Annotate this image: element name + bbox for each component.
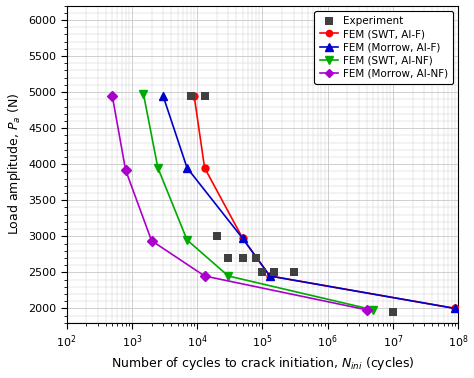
FEM (SWT, AI-NF) [184, 238, 190, 242]
Experiment [187, 93, 195, 99]
Experiment [239, 255, 246, 261]
X-axis label: Number of cycles to crack initiation, $N_{ini}$ (cycles): Number of cycles to crack initiation, $N… [110, 355, 414, 372]
FEM (Morrow, AI-NF) [123, 168, 128, 172]
Y-axis label: Load amplitude, $P_a$ (N): Load amplitude, $P_a$ (N) [6, 93, 23, 235]
Experiment [259, 270, 266, 276]
FEM (SWT, AI-F) [452, 306, 458, 311]
FEM (SWT, AI-NF) [226, 274, 231, 278]
FEM (SWT, AI-NF) [370, 308, 376, 312]
Experiment [225, 255, 232, 261]
Line: FEM (SWT, AI-NF): FEM (SWT, AI-NF) [139, 89, 377, 314]
FEM (Morrow, AI-NF) [149, 239, 155, 243]
FEM (SWT, AI-NF) [155, 166, 161, 170]
FEM (SWT, AI-NF) [141, 91, 146, 96]
Experiment [201, 93, 209, 99]
FEM (Morrow, AI-NF) [202, 274, 208, 278]
Experiment [290, 270, 297, 276]
FEM (SWT, AI-F) [191, 93, 197, 98]
FEM (SWT, AI-F) [240, 236, 246, 241]
Experiment [213, 233, 220, 239]
Line: FEM (Morrow, AI-F): FEM (Morrow, AI-F) [159, 91, 459, 313]
FEM (Morrow, AI-F) [160, 93, 166, 98]
FEM (SWT, AI-F) [202, 166, 208, 170]
Experiment [252, 255, 260, 261]
FEM (Morrow, AI-NF) [364, 308, 370, 312]
FEM (Morrow, AI-F) [267, 274, 273, 278]
FEM (Morrow, AI-F) [452, 306, 458, 311]
Experiment [270, 270, 278, 276]
FEM (Morrow, AI-NF) [109, 93, 115, 98]
Experiment [389, 309, 397, 315]
Line: FEM (Morrow, AI-NF): FEM (Morrow, AI-NF) [109, 92, 370, 313]
Line: FEM (SWT, AI-F): FEM (SWT, AI-F) [191, 92, 459, 312]
Legend: Experiment, FEM (SWT, AI-F), FEM (Morrow, AI-F), FEM (SWT, AI-NF), FEM (Morrow, : Experiment, FEM (SWT, AI-F), FEM (Morrow… [314, 11, 453, 84]
FEM (Morrow, AI-F) [184, 166, 190, 170]
FEM (SWT, AI-F) [267, 274, 273, 278]
FEM (Morrow, AI-F) [240, 236, 246, 241]
